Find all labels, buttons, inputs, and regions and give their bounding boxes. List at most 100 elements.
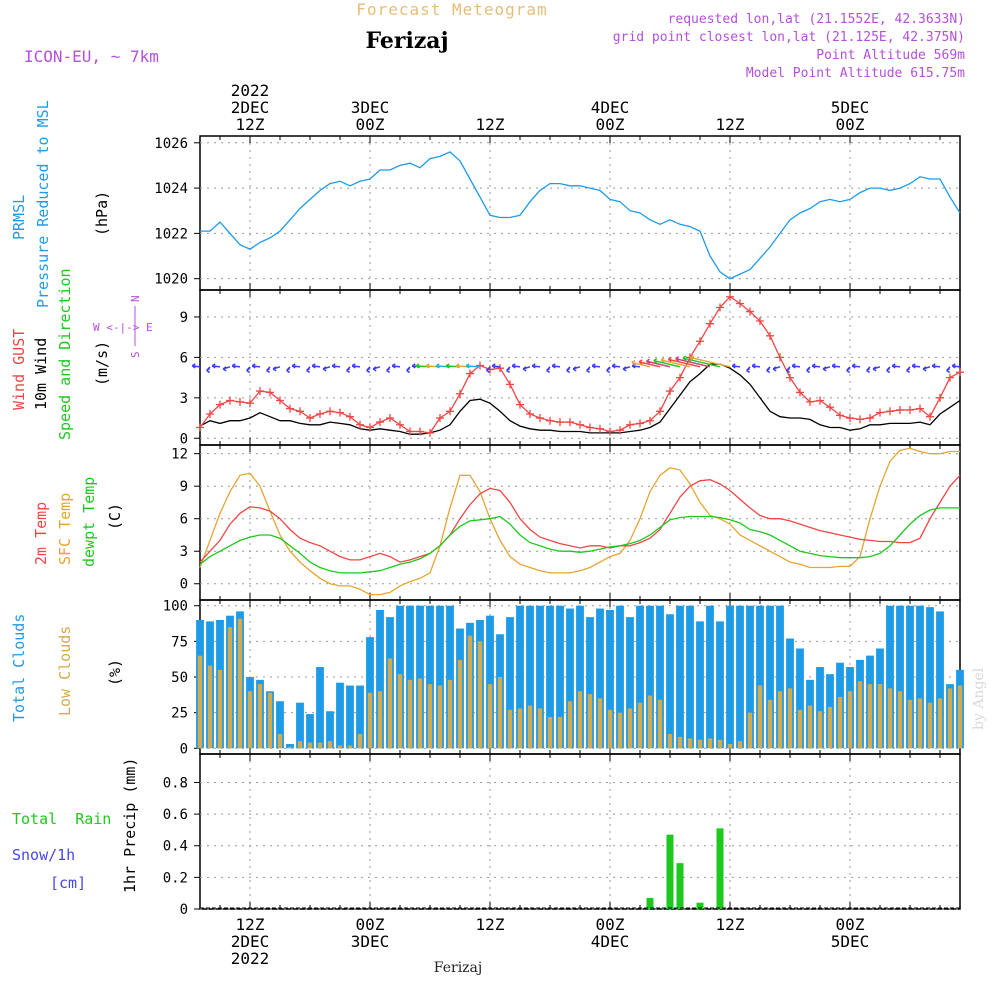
total-cloud-bar <box>896 605 904 749</box>
low-cloud-bar <box>497 677 503 749</box>
low-cloud-bar <box>267 692 273 749</box>
low-cloud-bar <box>637 702 643 749</box>
total-cloud-bar <box>796 648 804 749</box>
low-cloud-bar <box>907 699 913 749</box>
total-cloud-bar <box>356 685 364 749</box>
precipitation-ytick-label: 0.4 <box>163 839 188 855</box>
gust-point <box>796 388 804 397</box>
wind-barb-head <box>455 363 460 369</box>
total-cloud-bar <box>916 605 924 749</box>
precip-ylabel: 1hr Precip (mm) <box>121 758 139 893</box>
wind-barb-head <box>531 363 536 369</box>
wind-barb-head <box>606 367 611 374</box>
wind-barb-head <box>886 367 891 374</box>
temp-sfc-label: SFC Temp <box>56 493 74 565</box>
top-title: Forecast Meteogram <box>356 0 547 19</box>
gust-point <box>616 426 624 435</box>
low-cloud-bar <box>487 684 493 749</box>
clouds-ytick-label: 0 <box>180 741 188 757</box>
wind-barb-head <box>425 363 430 369</box>
sfc-temp-line <box>199 447 960 596</box>
wind-barb-head <box>191 363 196 369</box>
low-cloud-bar <box>217 669 223 749</box>
low-cloud-bar <box>767 699 773 749</box>
low-cloud-bar <box>747 712 753 749</box>
total-cloud-bar <box>306 714 314 749</box>
wind-barb-head <box>846 367 851 374</box>
wind-barb-head <box>682 355 687 361</box>
low-cloud-bar <box>557 716 563 749</box>
gust-point <box>786 373 794 382</box>
gust-point <box>366 423 374 432</box>
wind-barb <box>653 359 681 368</box>
gust-point <box>916 404 924 413</box>
bottom-location: Ferizaj <box>434 960 482 976</box>
bottom-time-label: 00Z <box>596 915 625 934</box>
low-cloud-bar <box>787 688 793 749</box>
total-cloud-bar <box>756 605 764 749</box>
low-cloud-bar <box>777 691 783 749</box>
gust-point <box>206 410 214 418</box>
total-cloud-bar <box>616 605 624 749</box>
low-cloud-bar <box>667 734 673 749</box>
wind-barb-head <box>611 363 616 369</box>
wind-barb-head <box>322 366 327 372</box>
pressure-ytick-label: 1024 <box>154 181 188 197</box>
bottom-time-label: 00Z <box>836 915 865 934</box>
wind-barb-head <box>351 363 356 369</box>
gust-point <box>746 307 754 316</box>
top-time-label: 2022 <box>231 81 270 100</box>
gust-point <box>696 337 704 346</box>
gust-point <box>576 420 584 429</box>
wind-barb-head <box>406 367 411 374</box>
total-cloud-bar <box>536 605 544 749</box>
total-cloud-bar <box>506 617 514 749</box>
low-cloud-bar <box>677 736 683 749</box>
gust-point <box>956 368 964 377</box>
low-cloud-bar <box>757 685 763 749</box>
clouds-ytick-label: 75 <box>171 634 188 650</box>
low-cloud-bar <box>947 688 953 749</box>
bottom-time-label: 00Z <box>356 915 385 934</box>
gust-point <box>566 418 574 427</box>
bottom-time-label: 12Z <box>716 915 745 934</box>
total-cloud-bar <box>726 605 734 749</box>
low-cloud-bar <box>617 712 623 749</box>
low-cloud-bar <box>597 698 603 749</box>
wind-barb <box>466 365 481 368</box>
low-cloud-bar <box>957 685 963 749</box>
wind-barb-head <box>566 367 571 374</box>
rain-label: Total Rain <box>12 810 111 828</box>
low-cloud-bar <box>587 694 593 749</box>
gust-point <box>706 319 714 328</box>
wind-barb-head <box>211 363 216 369</box>
pressure-ytick-label: 1022 <box>154 226 188 242</box>
gust-point <box>346 412 354 421</box>
gust-point <box>356 420 364 429</box>
low-cloud-bar <box>407 679 413 749</box>
wind-barb-head <box>491 363 496 369</box>
low-cloud-bar <box>687 738 693 749</box>
low-cloud-bar <box>477 641 483 749</box>
low-cloud-bar <box>727 744 733 749</box>
wind-barb-head <box>631 359 636 366</box>
gust-point <box>676 373 684 382</box>
total-cloud-bar <box>416 605 424 749</box>
wind-barb-head <box>931 363 936 369</box>
temperature-frame <box>199 444 961 601</box>
total-cloud-bar <box>546 605 554 749</box>
gust-point <box>716 303 724 312</box>
gust-point <box>396 420 404 429</box>
pressure-label-prmsl: PRMSL <box>10 195 28 240</box>
low-cloud-bar <box>317 742 323 749</box>
gust-point <box>556 418 564 427</box>
total-cloud-bar <box>706 605 714 749</box>
gust-point <box>476 361 484 370</box>
wind-barb <box>690 356 731 368</box>
total-cloud-bar <box>816 667 824 749</box>
gust-point <box>756 317 764 325</box>
top-time-label: 00Z <box>836 115 865 134</box>
gust-point <box>906 405 914 414</box>
wind-barb-head <box>366 367 371 374</box>
total-cloud-bar <box>576 605 584 749</box>
